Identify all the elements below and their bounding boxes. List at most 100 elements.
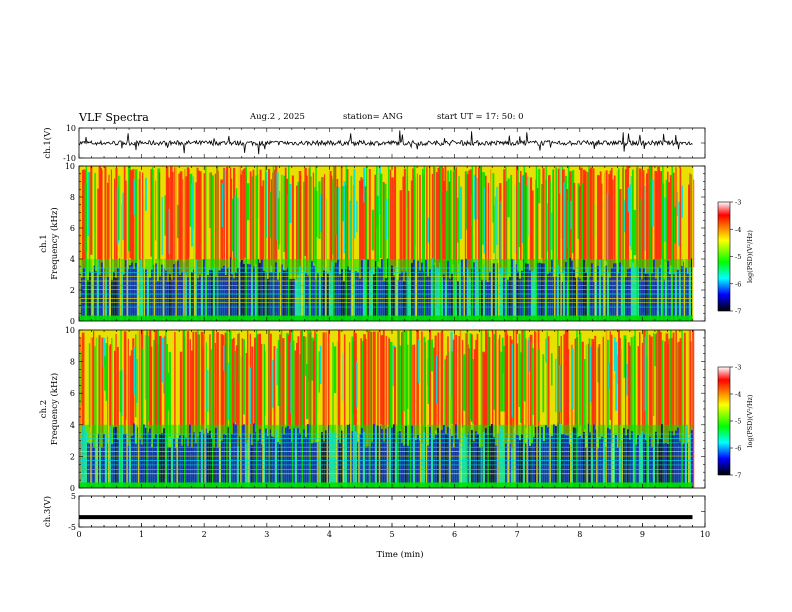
spectrogram-streak <box>224 169 227 200</box>
low-band-column <box>405 426 407 488</box>
low-band-column <box>675 271 677 321</box>
spectrogram-streak <box>542 354 545 413</box>
low-band-column <box>111 444 113 488</box>
low-band-column <box>485 428 487 488</box>
burst-streak <box>386 330 389 488</box>
low-band-column <box>527 439 529 488</box>
spectrogram-streak <box>573 182 576 287</box>
low-band-column <box>111 279 113 321</box>
spectrogram-streak <box>459 186 463 239</box>
low-band-column <box>195 259 197 321</box>
low-band-column <box>635 265 637 321</box>
low-band-column <box>469 276 471 321</box>
spectrogram-streak <box>81 332 85 477</box>
spectrogram-streak <box>444 166 447 292</box>
low-band-column <box>259 429 261 488</box>
low-band-column <box>293 278 295 321</box>
spectrogram-streak <box>640 198 643 268</box>
burst-streak <box>245 166 247 321</box>
low-band-column <box>341 430 343 488</box>
spectrogram-streak <box>298 354 302 445</box>
burst-streak <box>415 166 418 321</box>
low-band-column <box>579 278 581 321</box>
spectrogram-streak <box>380 335 382 424</box>
burst-streak <box>309 166 311 321</box>
burst-streak <box>687 330 690 488</box>
low-band-column <box>135 262 137 321</box>
burst-streak <box>272 166 275 321</box>
low-band-column <box>377 425 379 488</box>
spectrogram-streak <box>618 168 620 292</box>
low-band-column <box>221 440 223 488</box>
spectrogram-streak <box>259 169 262 273</box>
spectrogram-streak <box>140 330 144 488</box>
y-tick-label: 10 <box>65 326 75 335</box>
low-band-column <box>225 274 227 321</box>
low-band-column <box>345 436 347 488</box>
spectrogram-streak <box>660 332 662 482</box>
burst-streak <box>649 166 652 321</box>
y-tick-label: 6 <box>70 389 75 398</box>
spectrogram-streak <box>364 186 367 285</box>
low-band-column <box>681 266 683 321</box>
spectrogram-streak <box>163 337 166 394</box>
y-tick-label: 8 <box>70 193 75 202</box>
spectrogram-streak <box>681 185 683 218</box>
low-band-column <box>237 446 239 488</box>
spectrogram-streak <box>88 172 91 294</box>
spectrogram-streak <box>443 180 445 287</box>
low-band-column <box>237 267 239 321</box>
low-band-column <box>653 259 655 321</box>
low-band-column <box>141 444 143 488</box>
spectrogram-streak <box>458 336 460 455</box>
burst-streak <box>491 166 493 321</box>
low-band-column <box>361 427 363 488</box>
spectrogram-streak <box>616 354 619 384</box>
spectrogram-streak <box>382 330 385 483</box>
x-tick-label: 6 <box>452 530 457 539</box>
spectrogram-streak <box>517 166 519 282</box>
low-band-column <box>123 434 125 488</box>
bottom-band <box>79 315 693 321</box>
spectrogram-streak <box>277 198 280 250</box>
low-band-column <box>395 265 397 321</box>
spectrogram-streak <box>325 332 328 483</box>
spectrogram-streak <box>199 171 202 283</box>
low-band-column <box>563 433 565 488</box>
spectrogram-streak <box>541 184 543 259</box>
colorbar-tick-label: -3 <box>735 199 741 207</box>
burst-streak <box>291 330 294 488</box>
spectrogram-streak <box>361 340 364 448</box>
burst-streak <box>471 166 474 321</box>
spectrogram-streak <box>412 344 414 442</box>
low-band-column <box>149 428 151 488</box>
low-band-column <box>603 260 605 321</box>
burst-streak <box>262 330 264 488</box>
low-band-column <box>437 268 439 321</box>
burst-streak <box>378 330 381 488</box>
spectrogram-streak <box>371 209 375 251</box>
low-band-column <box>557 264 559 321</box>
spectrogram-streak <box>241 338 244 472</box>
low-band-column <box>521 270 523 321</box>
low-band-column <box>609 429 611 488</box>
low-band-column <box>167 447 169 488</box>
burst-streak <box>497 330 499 488</box>
spectrogram-streak <box>426 166 428 310</box>
burst-streak <box>137 330 140 488</box>
y-axis-label: ch.1(V) <box>42 127 53 158</box>
burst-streak <box>309 330 311 488</box>
spectrogram-streak <box>629 184 631 247</box>
spectrogram-streak <box>186 331 190 486</box>
spectrogram-streak <box>133 347 136 395</box>
spectrogram-streak <box>98 166 102 321</box>
colorbar-tick-label: -4 <box>735 391 741 399</box>
spectrogram-streak <box>450 170 452 278</box>
low-band-column <box>517 271 519 321</box>
burst-streak <box>636 166 639 321</box>
spectrogram-streak <box>122 192 126 240</box>
spectrogram-streak <box>279 334 282 461</box>
channel-label: ch.2 <box>39 400 49 418</box>
burst-streak <box>326 330 329 488</box>
spectrogram-streak <box>261 343 263 457</box>
